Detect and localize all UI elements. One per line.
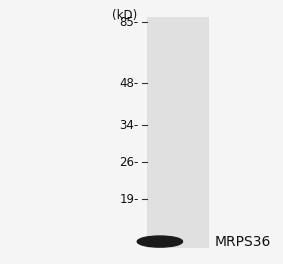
Text: MRPS36: MRPS36 bbox=[215, 234, 271, 249]
Text: 34-: 34- bbox=[119, 119, 139, 132]
Text: 48-: 48- bbox=[119, 77, 139, 90]
Text: 85-: 85- bbox=[119, 16, 139, 29]
Text: (kD): (kD) bbox=[112, 9, 137, 22]
Bar bbox=[147, 17, 209, 248]
Ellipse shape bbox=[137, 236, 183, 247]
Text: 19-: 19- bbox=[119, 193, 139, 206]
Text: 26-: 26- bbox=[119, 156, 139, 169]
